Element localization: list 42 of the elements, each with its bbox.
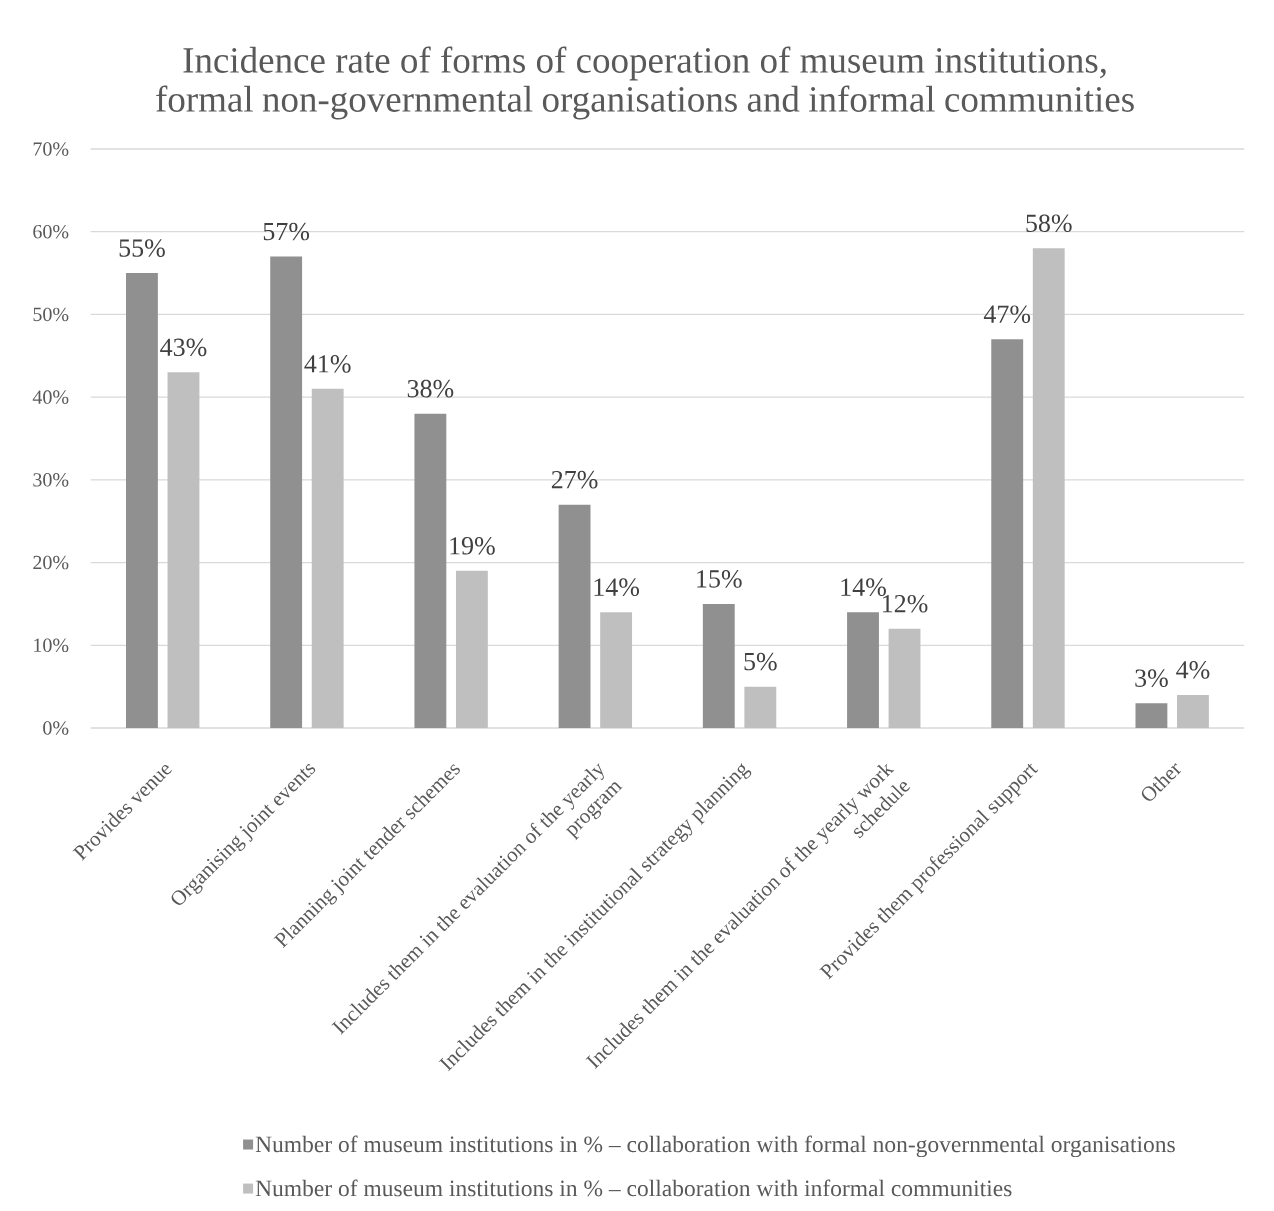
y-tick-label: 40%: [32, 390, 69, 404]
legend-label: Number of museum institutions in % – collaboration with informal communities: [255, 1179, 1012, 1197]
bar: [888, 628, 921, 728]
data-label: 41%: [304, 355, 351, 373]
data-label: 55%: [119, 239, 165, 257]
bar: [847, 612, 879, 728]
data-label: 4%: [1176, 661, 1210, 679]
data-label: 14%: [841, 578, 886, 596]
bar: [1032, 248, 1065, 728]
y-tick-label: 70%: [33, 142, 69, 156]
bar: [270, 256, 303, 728]
bar: [414, 413, 447, 728]
bar: [311, 388, 344, 728]
bar: [1135, 703, 1168, 728]
bar: [702, 603, 735, 728]
bar: [744, 686, 777, 728]
y-tick-label: 20%: [33, 555, 69, 570]
y-tick-label: 60%: [33, 224, 69, 239]
y-tick-label: 30%: [33, 473, 69, 487]
bar: [558, 504, 591, 728]
data-label: 58%: [1026, 214, 1072, 233]
bar: [126, 273, 158, 728]
data-label: 27%: [551, 470, 598, 489]
chart-title: Incidence rate of forms of cooperation of museum institutions, formal non-governmental organisations and informal communities: [156, 46, 1134, 120]
data-label: 3%: [1135, 669, 1168, 687]
bar: [167, 372, 200, 728]
data-label: 47%: [983, 305, 1031, 324]
y-tick-label: 0%: [43, 721, 69, 735]
data-label: 14%: [594, 578, 640, 596]
y-tick-label: 10%: [34, 638, 69, 653]
bar: [991, 339, 1024, 728]
data-label: 19%: [450, 537, 495, 555]
bar: [455, 570, 488, 728]
data-label: 5%: [744, 652, 777, 671]
legend-label: Number of museum institutions in % – collaboration with formal non-governmental organisations: [255, 1135, 1175, 1158]
data-label: 38%: [407, 379, 454, 398]
data-label: 15%: [697, 570, 742, 588]
bar: [600, 612, 633, 728]
bar: [1177, 694, 1209, 728]
data-label: 43%: [160, 338, 207, 357]
data-label: 57%: [263, 222, 310, 241]
y-tick-label: 50%: [33, 307, 69, 322]
